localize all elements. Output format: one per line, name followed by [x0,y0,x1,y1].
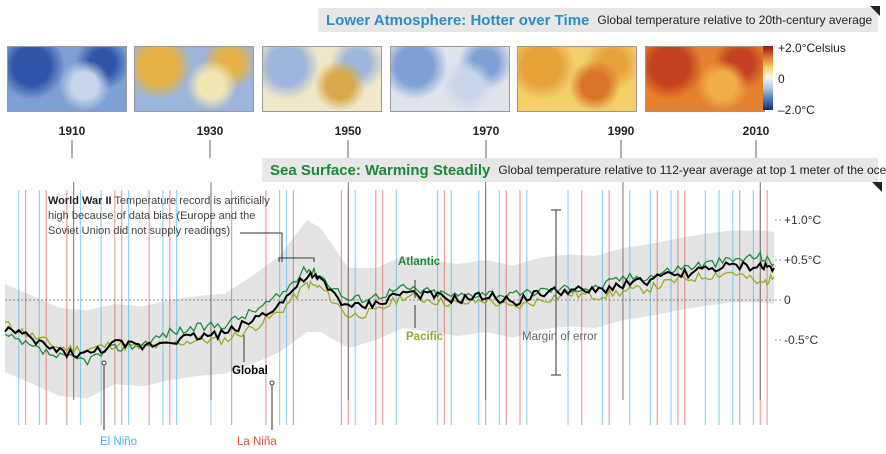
colorbar-top-label: +2.0°Celsius [778,41,846,55]
year-label-1930: 1930 [196,124,224,138]
annotation-text: Temperature record is artificially high … [48,195,270,237]
header2-corner [872,182,882,192]
year-label-1990: 1990 [607,124,635,138]
series-line-global [4,260,775,360]
atlantic-label: Atlantic [398,256,441,268]
la-nina-label: La Niña [237,436,277,448]
margin-of-error-label: Margin of error [522,331,598,343]
map-1990 [517,46,637,112]
el-nino-label: El Niño [100,436,138,448]
wwii-pointer [240,232,283,262]
el-nino-pointer-dot [101,360,107,366]
y-tick-label: 0 [784,293,791,307]
y-tick-label: -0.5°C [784,333,818,347]
map-2010 [645,46,765,112]
year-label-1950: 1950 [334,124,362,138]
pacific-label: Pacific [406,331,444,343]
colorbar-mid-label: 0 [778,72,785,86]
map-1970 [390,46,510,112]
wwii-annotation: World War II Temperature record is artif… [48,194,288,239]
y-tick-label: +1.0°C [784,213,821,227]
color-scale-bar [763,46,773,110]
wwii-bracket [278,257,315,262]
year-label-2010: 2010 [742,124,770,138]
year-label-1970: 1970 [472,124,500,138]
map-1930 [134,46,254,112]
map-1910 [7,46,127,112]
header2-subtitle: Global temperature relative to 112-year … [498,163,886,177]
header-sea-surface: Sea Surface: Warming Steadily Global tem… [262,158,886,182]
map-1950 [262,46,382,112]
colorbar-bottom-label: –2.0°C [778,103,815,117]
header-lower-atmosphere: Lower Atmosphere: Hotter over Time Globa… [318,8,878,32]
la-nina-pointer-dot [269,380,275,386]
y-tick-label: +0.5°C [784,253,821,267]
header1-subtitle: Global temperature relative to 20th-cent… [597,13,873,27]
global-label: Global [232,365,268,377]
error-band [5,220,774,399]
annotation-lead: World War II [48,195,112,207]
header2-title: Sea Surface: Warming Steadily [270,161,491,179]
header1-title: Lower Atmosphere: Hotter over Time [326,11,590,29]
year-label-1910: 1910 [58,124,86,138]
header1-corner [870,6,880,16]
